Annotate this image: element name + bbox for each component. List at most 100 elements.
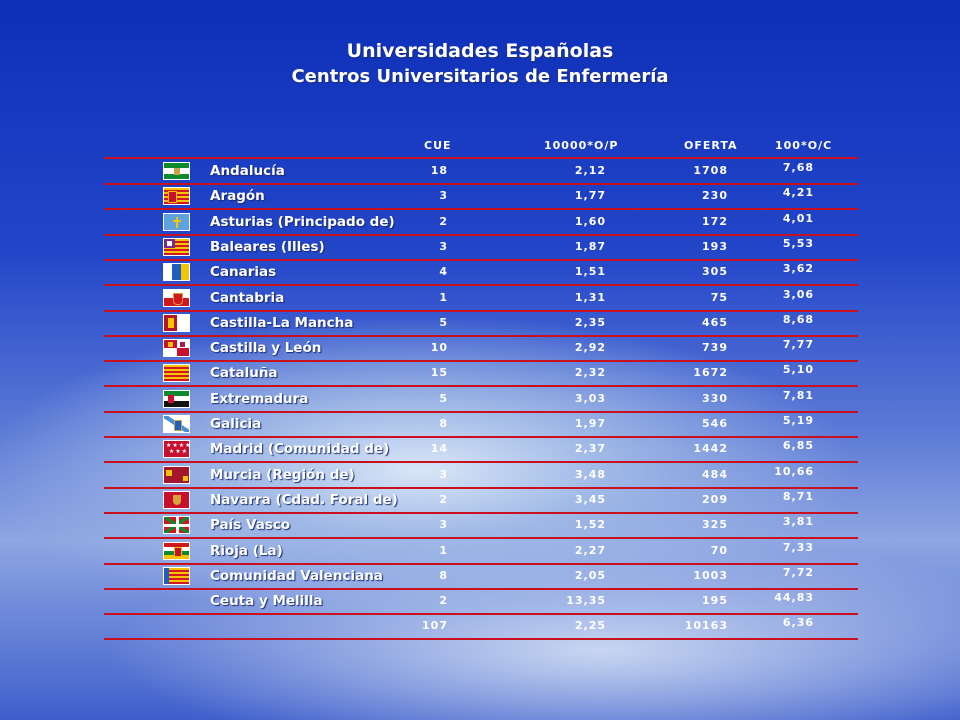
region-name: Andalucía [210,163,285,179]
pct-value: 44,83 [774,591,814,605]
cue-value: 10 [430,341,448,355]
ratio-value: 3,48 [574,467,606,481]
cue-value: 8 [439,417,448,430]
oferta-value: 230 [702,189,728,203]
row-divider [104,208,858,211]
cue-value: 15 [430,366,448,380]
oferta-value: 70 [710,543,728,557]
table-row: Comunidad Valenciana 8 2,05 1003 7,72 [0,564,960,590]
row-divider [104,233,858,236]
ratio-value: 3,03 [574,391,606,405]
baleares-flag-icon [163,237,190,256]
row-divider [104,461,858,464]
oferta-value: 195 [702,594,728,608]
pct-value: 7,72 [782,565,814,579]
region-name: Navarra (Cdad. Foral de) [210,491,398,508]
region-name: Comunidad Valenciana [210,567,383,584]
oferta-value: 10163 [684,619,728,633]
row-divider [104,613,858,616]
region-name: Castilla-La Mancha [210,314,354,331]
galicia-flag-icon [163,415,190,433]
row-divider [104,360,858,363]
ratio-value: 1,51 [574,265,606,279]
pct-value: 3,06 [782,287,814,301]
pct-value: 3,62 [782,262,814,276]
ratio-value: 3,45 [574,492,606,506]
table-row: Ceuta y Melilla 2 13,35 195 44,83 [0,589,960,616]
region-name: Murcia (Región de) [210,466,355,483]
row-divider [104,309,858,312]
ratio-value: 2,27 [574,543,606,557]
table-total-row: 107 2,25 10163 6,36 [0,614,960,641]
pct-value: 7,77 [782,338,814,352]
oferta-value: 1442 [693,442,728,456]
oferta-value: 193 [702,239,728,253]
row-divider [104,562,858,565]
header-cue: CUE [424,139,452,152]
header-pct: 100*O/C [775,139,833,152]
table-row: Baleares (Illes) 3 1,87 193 5,53 [0,235,960,261]
cue-value: 3 [439,467,448,481]
castilla-y-leon-flag-icon [163,339,190,358]
row-divider [104,587,858,590]
table-row: Galicia 8 1,97 546 5,19 [0,412,960,438]
region-name: Cantabria [210,289,285,306]
row-divider [104,258,858,261]
ratio-value: 2,32 [574,366,606,380]
row-divider [104,537,858,540]
oferta-value: 75 [710,290,728,304]
pct-value: 7,68 [782,161,814,174]
oferta-value: 1672 [693,366,728,380]
murcia-flag-icon [163,465,190,484]
cue-value: 1 [439,543,448,557]
region-name: País Vasco [210,517,291,534]
table-row: Cataluña 15 2,32 1672 5,10 [0,361,960,388]
asturias-flag-icon [163,212,190,231]
page-subtitle: Centros Universitarios de Enfermería [291,66,669,87]
row-divider [104,511,858,514]
table-row: Aragón 3 1,77 230 4,21 [0,184,960,211]
table-top-divider [104,157,858,159]
ratio-value: 1,31 [574,290,606,304]
table-row: Navarra (Cdad. Foral de) 2 3,45 209 8,71 [0,488,960,514]
ratio-value: 2,35 [574,315,606,329]
cue-value: 14 [430,442,448,456]
region-name: Rioja (La) [210,542,283,559]
cue-value: 3 [439,239,448,253]
row-divider [104,284,858,287]
pct-value: 4,01 [782,211,814,225]
table-row: Extremadura 5 3,03 330 7,81 [0,387,960,413]
oferta-value: 546 [702,417,728,430]
table-row: País Vasco 3 1,52 325 3,81 [0,513,960,540]
row-divider [104,436,858,438]
header-ratio: 10000*O/P [544,139,619,152]
region-name: Extremadura [210,390,309,407]
table-row: Murcia (Región de) 3 3,48 484 10,66 [0,463,960,489]
header-oferta: OFERTA [684,139,738,152]
oferta-value: 209 [702,492,728,506]
canarias-flag-icon [163,263,190,282]
pct-value: 4,21 [782,186,814,200]
table-row: Cantabria 1 1,31 75 3,06 [0,286,960,312]
row-divider [104,183,858,185]
pct-value: 5,53 [782,236,814,250]
navarra-flag-icon [163,490,190,509]
oferta-value: 1708 [693,164,728,177]
castilla-la-mancha-flag-icon [163,313,190,332]
region-name: Asturias (Principado de) [210,213,395,230]
ratio-value: 1,77 [574,189,606,203]
ratio-value: 2,92 [574,341,606,355]
region-name: Cataluña [210,365,278,382]
madrid-flag-icon: ★★★★ ★★★ [163,440,190,459]
andalucia-flag-icon [163,162,190,180]
region-name: Ceuta y Melilla [210,593,323,610]
row-divider [104,410,858,413]
cue-value: 3 [439,518,448,532]
oferta-value: 1003 [693,568,728,582]
cue-value: 4 [439,265,448,279]
valencia-flag-icon [163,566,190,585]
pct-value: 6,85 [782,439,814,453]
pct-value: 7,81 [782,388,814,402]
table-row: Asturias (Principado de) 2 1,60 172 4,01 [0,210,960,236]
row-divider [104,486,858,489]
